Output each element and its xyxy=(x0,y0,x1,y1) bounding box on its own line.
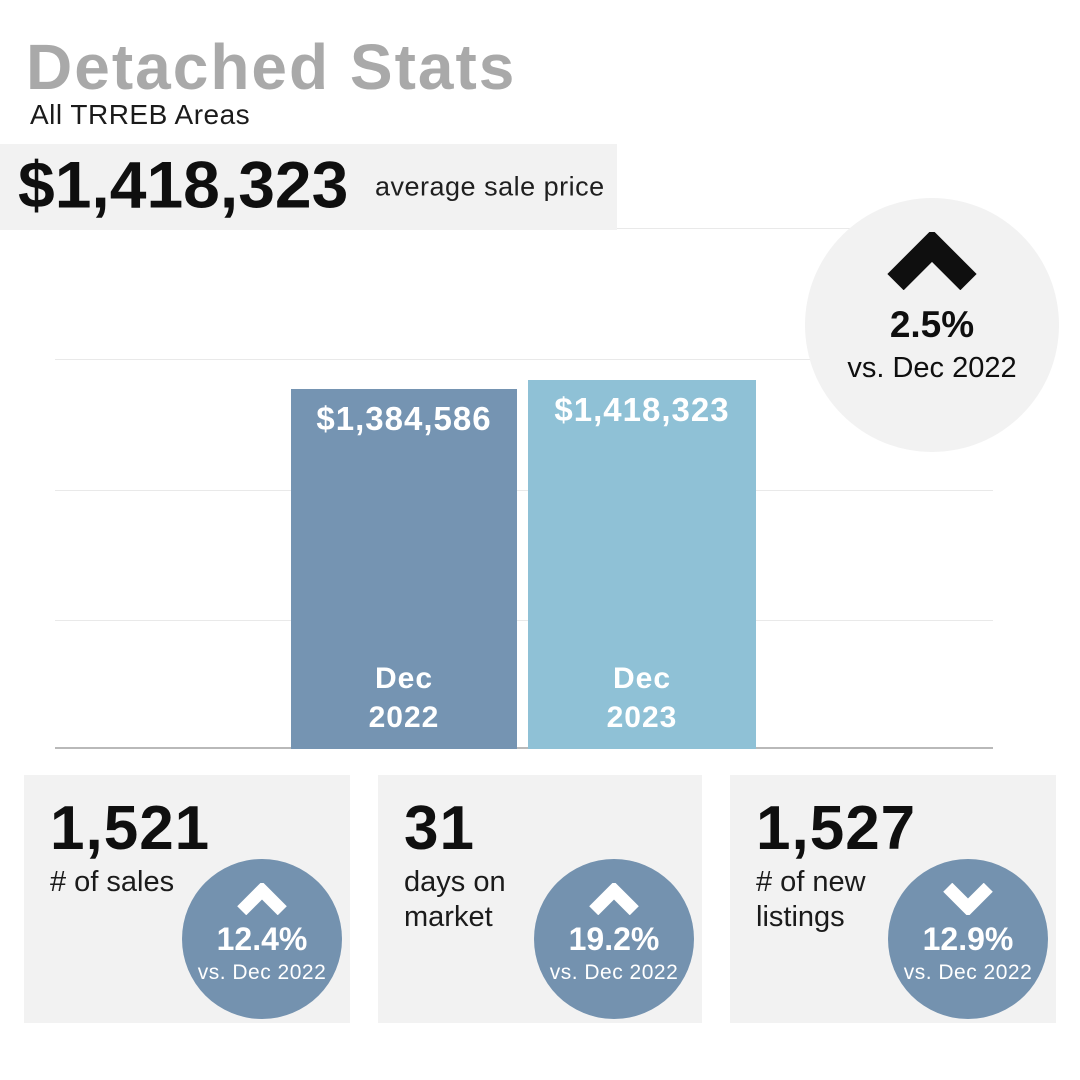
bar-value-label: $1,384,586 xyxy=(316,400,492,437)
bar-category-label: Dec 2023 xyxy=(606,662,678,734)
new-listings-change-value: 12.9% xyxy=(922,921,1014,957)
new-listings-label: # of new listings xyxy=(756,866,866,933)
price-change-value: 2.5% xyxy=(889,304,975,345)
page-subtitle: All TRREB Areas xyxy=(30,99,251,130)
sales-change-value: 12.4% xyxy=(216,921,308,957)
new-listings-card: 1,527 # of new listings 12.9% vs. Dec 20… xyxy=(730,775,1056,1023)
page-title: Detached Stats xyxy=(26,31,517,103)
average-price-banner: $1,418,323 average sale price xyxy=(0,144,617,230)
chevron-up-icon xyxy=(589,883,639,915)
days-on-market-label: days on market xyxy=(404,866,506,933)
days-on-market-change-badge: 19.2% vs. Dec 2022 xyxy=(534,859,694,1019)
average-price-value: $1,418,323 xyxy=(18,147,349,222)
sales-change-comparison: vs. Dec 2022 xyxy=(197,961,327,984)
gridline xyxy=(55,359,993,360)
bar-value-label: $1,418,323 xyxy=(554,391,730,428)
x-axis-line xyxy=(55,747,993,749)
days-on-market-change-comparison: vs. Dec 2022 xyxy=(549,961,679,984)
sales-change-badge: 12.4% vs. Dec 2022 xyxy=(182,859,342,1019)
new-listings-change-badge: 12.9% vs. Dec 2022 xyxy=(888,859,1048,1019)
sales-label: # of sales xyxy=(50,866,175,898)
chevron-up-icon xyxy=(237,883,287,915)
price-change-comparison: vs. Dec 2022 xyxy=(847,352,1017,384)
sales-count: 1,521 xyxy=(50,794,211,863)
new-listings-count: 1,527 xyxy=(756,794,917,863)
days-on-market-count: 31 xyxy=(404,794,475,863)
days-on-market-card: 31 days on market 19.2% vs. Dec 2022 xyxy=(378,775,702,1023)
bar-dec-2022: $1,384,586 Dec 2022 xyxy=(291,389,517,749)
average-price-label: average sale price xyxy=(375,171,605,202)
bar-dec-2023: $1,418,323 Dec 2023 xyxy=(528,380,756,749)
bar-category-label: Dec 2022 xyxy=(368,662,440,734)
gridline xyxy=(55,620,993,621)
chevron-up-icon xyxy=(887,232,977,290)
days-on-market-change-value: 19.2% xyxy=(568,921,660,957)
sales-card: 1,521 # of sales 12.4% vs. Dec 2022 xyxy=(24,775,350,1023)
price-change-badge: 2.5% vs. Dec 2022 xyxy=(805,198,1059,452)
new-listings-change-comparison: vs. Dec 2022 xyxy=(903,961,1033,984)
chevron-down-icon xyxy=(943,883,993,915)
gridline xyxy=(55,490,993,491)
